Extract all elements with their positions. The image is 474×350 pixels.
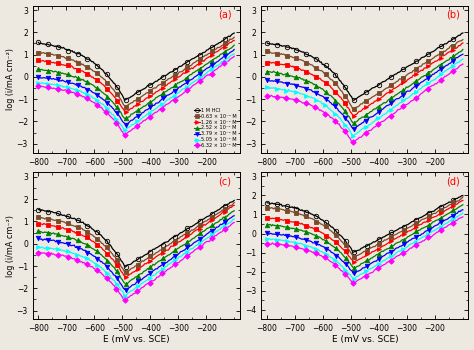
X-axis label: E (mV vs. SCE): E (mV vs. SCE) [332,335,398,344]
Legend: 1 M HCl, 0.63 × 10⁻⁴ M, 1.26 × 10⁻⁴ M, 2.52 × 10⁻⁴ M, 3.79 × 10⁻⁴ M, 5.05 × 10⁻⁴: 1 M HCl, 0.63 × 10⁻⁴ M, 1.26 × 10⁻⁴ M, 2… [193,107,237,149]
Text: (b): (b) [447,10,460,20]
X-axis label: E (mV vs. SCE): E (mV vs. SCE) [103,335,170,344]
Text: (d): (d) [447,177,460,187]
Y-axis label: log (i/mA cm⁻²): log (i/mA cm⁻²) [6,48,15,110]
Text: (c): (c) [219,177,231,187]
Y-axis label: log (i/mA cm⁻²): log (i/mA cm⁻²) [6,215,15,277]
Text: (a): (a) [218,10,231,20]
